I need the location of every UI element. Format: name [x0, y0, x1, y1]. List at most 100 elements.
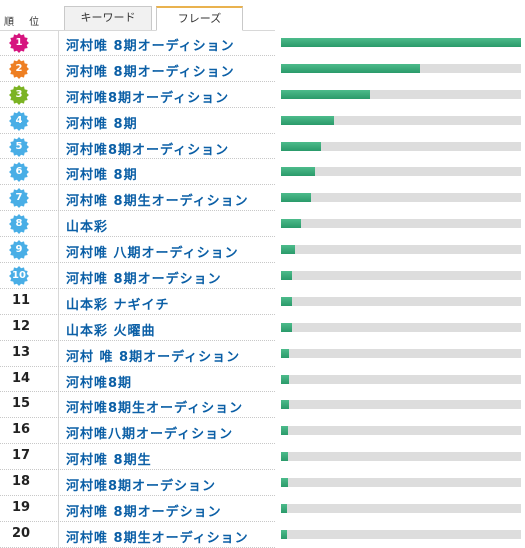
popularity-bar-fill	[281, 322, 292, 332]
popularity-bar-fill	[281, 89, 370, 99]
rank-number: 13	[12, 344, 31, 360]
rank-cell: 14	[0, 366, 59, 393]
ranking-row: 14 河村唯8期	[0, 366, 525, 393]
phrase-link[interactable]: 河村唯8期	[66, 375, 133, 391]
rank-number: 18	[12, 474, 31, 490]
ranking-row: 1 河村唯 8期オーディション	[0, 30, 525, 56]
popularity-bar-fill	[281, 63, 421, 73]
rank-cell: 10	[0, 263, 59, 289]
rank-badge-icon: 7	[9, 188, 29, 209]
phrase-link[interactable]: 河村唯 8期オーデション	[66, 505, 222, 521]
rank-cell: 19	[0, 496, 59, 522]
rank-badge-icon: 10	[9, 266, 29, 287]
rank-badge-icon: 4	[9, 110, 29, 131]
tab-phrase[interactable]: フレーズ	[156, 6, 243, 31]
popularity-bar-fill	[281, 271, 292, 281]
rank-cell: 15	[0, 392, 59, 419]
popularity-bar	[281, 322, 521, 332]
popularity-bar-fill	[281, 167, 315, 177]
ranking-row: 11 山本彩 ナギイチ	[0, 288, 525, 315]
ranking-row: 18 河村唯8期オーデション	[0, 470, 525, 497]
phrase-link[interactable]: 河村唯 八期オーディション	[66, 246, 239, 262]
popularity-bar-fill	[281, 38, 521, 47]
popularity-bar-fill	[281, 452, 289, 462]
popularity-bar-fill	[281, 478, 289, 488]
phrase-link[interactable]: 河村唯8期オーディション	[66, 90, 230, 106]
ranking-row: 20 河村唯 8期生オーディション	[0, 521, 525, 548]
popularity-bar	[281, 115, 521, 125]
phrase-link[interactable]: 河村唯8期オーディション	[66, 142, 230, 158]
rank-number: 1	[15, 37, 23, 48]
rank-cell: 11	[0, 288, 59, 315]
phrase-link[interactable]: 河村唯8期オーデション	[66, 479, 217, 495]
phrase-link[interactable]: 河村唯 8期オーディション	[66, 39, 235, 54]
phrase-link[interactable]: 河村唯8期生オーディション	[66, 401, 244, 417]
popularity-bar-fill	[281, 426, 289, 436]
ranking-row: 3 河村唯8期オーディション	[0, 81, 525, 108]
rank-cell: 9	[0, 237, 59, 264]
rank-cell: 17	[0, 444, 59, 471]
phrase-link[interactable]: 山本彩	[66, 220, 109, 236]
rank-number: 9	[15, 244, 23, 256]
phrase-link[interactable]: 河村唯八期オーディション	[66, 427, 234, 443]
ranking-row: 10 河村唯 8期オーデション	[0, 263, 525, 289]
rank-column-header: 順 位	[4, 17, 46, 28]
rank-badge-icon: 9	[9, 240, 29, 261]
rank-cell: 4	[0, 107, 59, 134]
rank-number: 5	[15, 140, 23, 152]
popularity-bar-fill	[281, 141, 321, 151]
popularity-bar	[281, 141, 521, 151]
popularity-bar-fill	[281, 529, 287, 539]
phrase-link[interactable]: 河村唯 8期	[66, 168, 138, 184]
popularity-bar	[281, 271, 521, 281]
rank-badge-icon: 2	[9, 58, 29, 79]
rank-cell: 7	[0, 185, 59, 212]
popularity-bar-fill	[281, 504, 287, 514]
phrase-link[interactable]: 河村唯 8期生	[66, 453, 152, 469]
phrase-link[interactable]: 河村唯 8期生オーディション	[66, 194, 249, 210]
ranking-row: 19 河村唯 8期オーデション	[0, 496, 525, 522]
rank-cell: 16	[0, 418, 59, 445]
popularity-bar	[281, 529, 521, 539]
ranking-row: 5 河村唯8期オーディション	[0, 133, 525, 160]
phrase-link[interactable]: 山本彩 火曜曲	[66, 323, 156, 339]
popularity-bar	[281, 452, 521, 462]
popularity-bar-fill	[281, 219, 302, 229]
rank-number: 11	[12, 292, 31, 308]
rank-number: 14	[12, 370, 31, 386]
rank-number: 4	[15, 114, 23, 126]
phrase-link[interactable]: 河村唯 8期オーデション	[66, 272, 222, 288]
popularity-bar	[281, 193, 521, 203]
rank-number: 2	[15, 62, 23, 74]
ranking-row: 9 河村唯 八期オーディション	[0, 237, 525, 264]
rank-number: 10	[12, 270, 26, 282]
rank-cell: 8	[0, 211, 59, 238]
popularity-bar-fill	[281, 245, 296, 255]
phrase-link[interactable]: 河村唯 8期生オーディション	[66, 530, 249, 546]
popularity-bar	[281, 504, 521, 514]
ranking-row: 13 河村 唯 8期オーディション	[0, 340, 525, 367]
phrase-link[interactable]: 河村唯 8期	[66, 116, 138, 132]
popularity-bar-fill	[281, 296, 292, 306]
popularity-bar	[281, 89, 521, 99]
popularity-bar	[281, 426, 521, 436]
ranking-row: 12 山本彩 火曜曲	[0, 314, 525, 341]
rank-cell: 20	[0, 521, 59, 548]
tab-keyword[interactable]: キーワード	[64, 6, 152, 30]
rank-badge-icon: 1	[9, 33, 29, 53]
popularity-bar-fill	[281, 400, 290, 410]
rank-cell: 3	[0, 81, 59, 108]
rank-cell: 18	[0, 470, 59, 497]
popularity-bar	[281, 296, 521, 306]
rank-number: 3	[15, 88, 23, 100]
ranking-row: 16 河村唯八期オーディション	[0, 418, 525, 445]
rank-number: 8	[15, 218, 23, 230]
ranking-row: 15 河村唯8期生オーディション	[0, 392, 525, 419]
popularity-bar	[281, 63, 521, 73]
phrase-link[interactable]: 河村 唯 8期オーディション	[66, 349, 241, 365]
phrase-link[interactable]: 山本彩 ナギイチ	[66, 297, 170, 313]
rank-cell: 1	[0, 30, 59, 56]
popularity-bar	[281, 400, 521, 410]
phrase-link[interactable]: 河村唯 8期オーディション	[66, 64, 235, 80]
ranking-list: 1 河村唯 8期オーディション 2 河村唯 8期オーディション 3 河村唯8期オーディショ…	[0, 30, 525, 548]
